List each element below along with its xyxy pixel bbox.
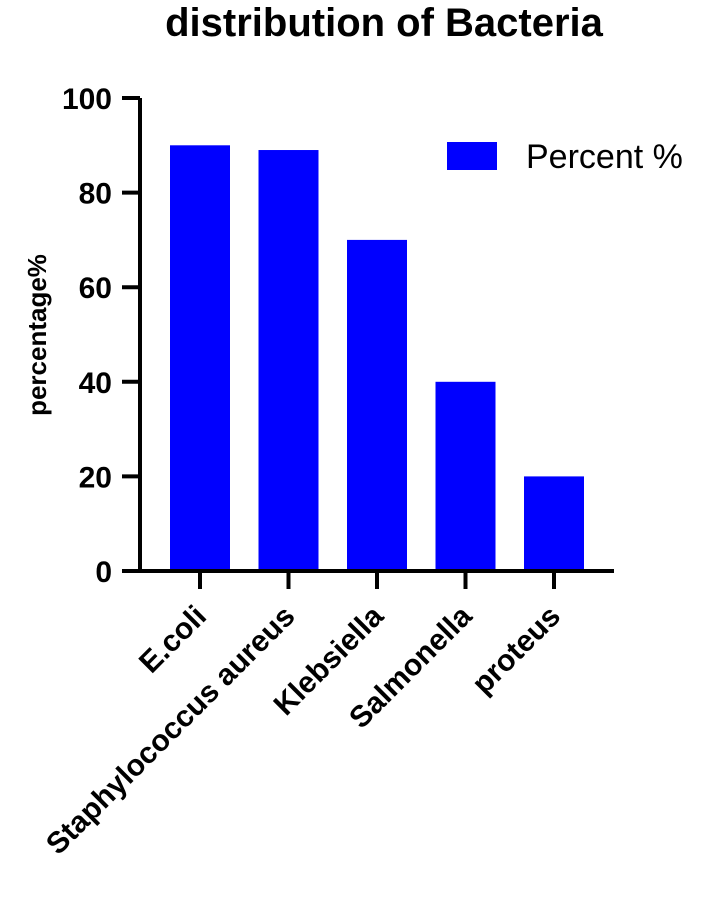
y-axis-label: percentage% xyxy=(22,254,52,416)
bar xyxy=(435,381,496,571)
legend: Percent % xyxy=(447,138,683,176)
y-tick-label: 20 xyxy=(79,461,112,494)
bar xyxy=(170,145,230,572)
bars-group xyxy=(170,145,584,572)
legend-swatch xyxy=(447,142,497,170)
x-tick-label: proteus xyxy=(466,600,567,701)
legend-label: Percent % xyxy=(526,138,683,176)
chart-title: distribution of Bacteria xyxy=(165,1,604,45)
y-tick-label: 80 xyxy=(79,178,112,211)
x-tick-label: E.coli xyxy=(133,600,213,680)
y-tick-label: 60 xyxy=(79,272,112,305)
y-tick-label: 0 xyxy=(95,556,112,589)
y-tick-label: 40 xyxy=(79,367,112,400)
y-tick-label: 100 xyxy=(62,83,112,116)
y-axis: 0 20 40 60 80 100 xyxy=(62,83,140,589)
bar xyxy=(258,150,319,571)
bar xyxy=(524,476,584,571)
bar xyxy=(347,239,407,571)
